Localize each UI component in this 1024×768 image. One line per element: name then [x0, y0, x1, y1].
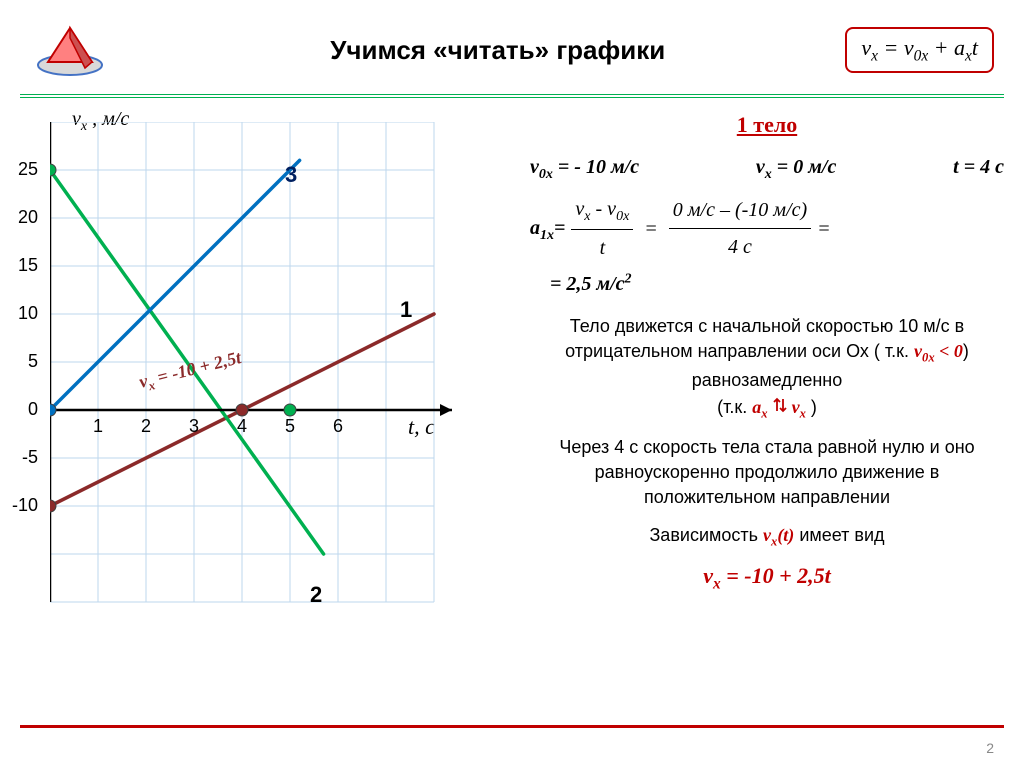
- y-tick: 10: [10, 303, 38, 324]
- updown-arrows-icon: [773, 395, 787, 415]
- final-equation: vx = -10 + 2,5t: [530, 563, 1004, 593]
- y-tick: 25: [10, 159, 38, 180]
- x-tick: 6: [333, 416, 343, 437]
- frac2-den: 4 с: [669, 229, 811, 265]
- frac2: 0 м/с – (-10 м/с) 4 с: [669, 192, 811, 265]
- frac1-num: vx - v0x: [571, 191, 633, 230]
- calc-lhs: a1x=: [530, 210, 565, 248]
- x-tick: 2: [141, 416, 151, 437]
- given-v0x: v0x = - 10 м/с: [530, 156, 639, 183]
- given-vx: vx = 0 м/с: [756, 156, 836, 183]
- frac1: vx - v0x t: [571, 191, 633, 266]
- x-tick: 1: [93, 416, 103, 437]
- y-tick: 15: [10, 255, 38, 276]
- frac1-den: t: [571, 230, 633, 266]
- eq2: =: [817, 211, 831, 247]
- calc-result: = 2,5 м/с2: [550, 266, 1004, 302]
- para2: Через 4 с скорость тела стала равной нул…: [530, 435, 1004, 511]
- given-t: t = 4 с: [953, 156, 1004, 183]
- header: Учимся «читать» графики vx = v0x + axt: [0, 0, 1024, 90]
- top-divider: [20, 94, 1004, 98]
- formula-top: vx = v0x + axt: [845, 27, 994, 73]
- para1: Тело движется с начальной скоростью 10 м…: [530, 314, 1004, 423]
- frac2-num: 0 м/с – (-10 м/с): [669, 192, 811, 229]
- y-tick: 5: [10, 351, 38, 372]
- body-title: 1 тело: [530, 112, 1004, 138]
- y-tick: 0: [10, 399, 38, 420]
- para3-fn: vx(t): [763, 525, 794, 545]
- cond2: ax: [752, 397, 767, 417]
- chart-panel: vx , м/с t, с 2520151050-5-10 123456 123…: [10, 112, 510, 642]
- cond3: vx: [792, 397, 806, 417]
- calc-block: a1x= vx - v0x t = 0 м/с – (-10 м/с) 4 с …: [530, 191, 1004, 302]
- eq1: =: [639, 211, 663, 247]
- y-tick: 20: [10, 207, 38, 228]
- explanation-panel: 1 тело v0x = - 10 м/с vx = 0 м/с t = 4 с…: [510, 112, 1004, 642]
- givens-line: v0x = - 10 м/с vx = 0 м/с t = 4 с: [530, 156, 1004, 183]
- page-number: 2: [986, 740, 994, 756]
- chart-container: vx , м/с t, с 2520151050-5-10 123456 123…: [10, 112, 490, 642]
- para3: Зависимость vx(t) имеет вид: [530, 523, 1004, 551]
- logo-icon: [30, 20, 110, 80]
- line-label: 3: [285, 162, 297, 188]
- y-tick: -5: [10, 447, 38, 468]
- line-label: 1: [400, 297, 412, 323]
- bottom-divider: [20, 725, 1004, 728]
- x-tick: 5: [285, 416, 295, 437]
- cond1: v0x < 0: [914, 341, 963, 361]
- y-tick: -10: [10, 495, 38, 516]
- x-tick: 3: [189, 416, 199, 437]
- content: vx , м/с t, с 2520151050-5-10 123456 123…: [0, 102, 1024, 642]
- x-tick: 4: [237, 416, 247, 437]
- page-title: Учимся «читать» графики: [150, 35, 845, 66]
- line-label: 2: [310, 582, 322, 608]
- chart-svg: [50, 122, 490, 622]
